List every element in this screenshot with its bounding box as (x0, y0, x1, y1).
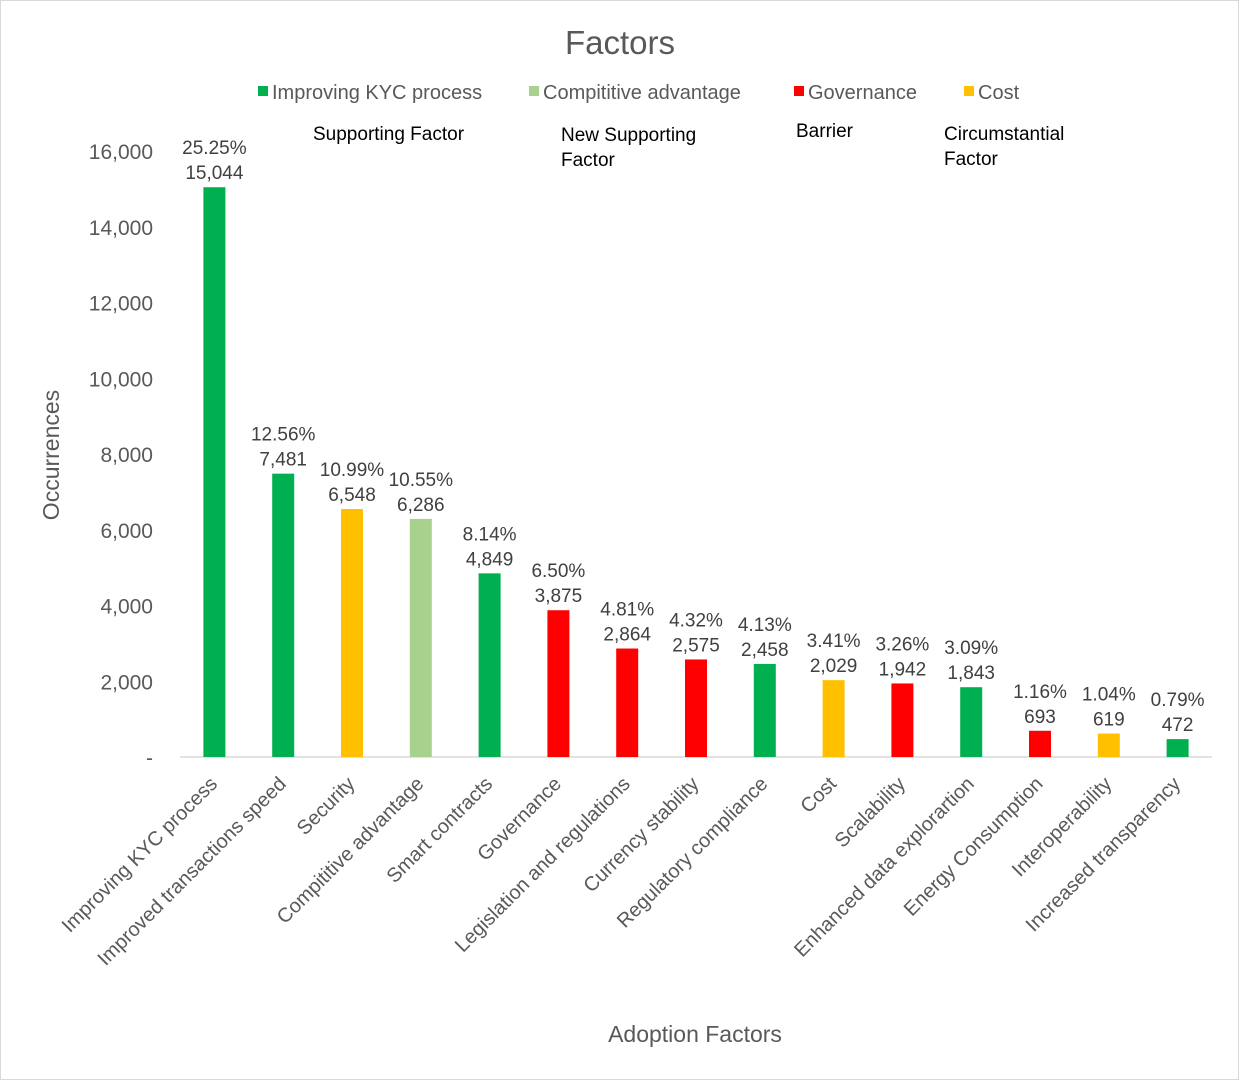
bar-value-label-12: 1,843 (947, 663, 995, 684)
legend-note-2-line-2: Factor (561, 150, 616, 171)
bar-1 (203, 187, 226, 757)
legend-label-1: Improving KYC process (272, 82, 482, 104)
bar-14 (1097, 733, 1120, 757)
bar-3 (341, 508, 363, 757)
y-tick-label-2: 2,000 (100, 671, 153, 694)
bar-value-label-9: 2,458 (741, 640, 789, 661)
bar-percent-label-5: 8.14% (463, 524, 517, 545)
y-tick-label-5: 8,000 (100, 444, 153, 467)
bar-value-label-8: 2,575 (672, 635, 720, 656)
bar-percent-label-11: 3.26% (875, 634, 929, 655)
chart-title: Factors (565, 24, 675, 61)
bar-value-label-3: 6,548 (328, 485, 376, 506)
x-tick-label-8: Currency stability (580, 773, 704, 897)
bar-11 (891, 683, 914, 757)
legend-note-4-line-1: Circumstantial (944, 124, 1064, 145)
y-tick-label-9: 16,000 (89, 141, 153, 164)
bar-percent-label-9: 4.13% (738, 615, 792, 636)
bar-5 (478, 573, 501, 757)
bar-percent-label-8: 4.32% (669, 610, 723, 631)
bar-10 (822, 680, 845, 757)
legend-swatch-2 (529, 86, 539, 96)
bar-value-label-13: 693 (1024, 707, 1056, 728)
legend-note-4-line-2: Factor (944, 149, 999, 170)
bar-percent-label-7: 4.81% (600, 600, 654, 621)
bar-9 (753, 663, 776, 757)
x-tick-label-13: Energy Consumption (900, 773, 1048, 921)
x-axis-title: Adoption Factors (608, 1021, 782, 1047)
bar-percent-label-12: 3.09% (944, 638, 998, 659)
legend-label-2: Compititive advantage (543, 82, 741, 104)
legend-label-4: Cost (978, 82, 1020, 104)
bar-percent-label-3: 10.99% (320, 460, 385, 481)
y-axis-title: Occurrences (38, 390, 64, 520)
x-tick-label-10: Cost (796, 773, 841, 818)
bar-percent-label-14: 1.04% (1082, 685, 1136, 706)
data-labels: 25.25% 15,044 12.56% 7,481 10.99% 6,548 10.55%… (182, 138, 1204, 736)
bar-value-label-2: 7,481 (259, 450, 307, 471)
bar-value-label-4: 6,286 (397, 495, 445, 516)
bar-percent-label-10: 3.41% (807, 631, 861, 652)
legend-note-2-line-1: New Supporting (561, 125, 696, 146)
bar-value-label-15: 472 (1162, 715, 1194, 736)
y-axis-ticks: - 2,000 4,000 6,000 8,000 10,000 12,000 14,000 1… (89, 141, 153, 770)
bar-value-label-7: 2,864 (603, 625, 651, 646)
bar-value-label-1: 15,044 (185, 163, 244, 184)
bar-15 (1166, 739, 1189, 757)
bar-percent-label-15: 0.79% (1151, 690, 1205, 711)
legend-notes: Supporting Factor New Supporting Factor Bar… (313, 121, 1064, 171)
y-tick-label-7: 12,000 (89, 293, 153, 316)
bar-value-label-14: 619 (1093, 710, 1125, 731)
legend-swatch-3 (794, 86, 804, 96)
bars (203, 187, 1189, 757)
bar-12 (960, 687, 983, 757)
bar-4 (409, 518, 432, 757)
bar-percent-label-4: 10.55% (389, 470, 454, 491)
bar-2 (272, 473, 295, 757)
bar-6 (547, 610, 570, 757)
y-tick-label-1: - (146, 747, 153, 770)
bar-value-label-11: 1,942 (879, 659, 927, 680)
bar-13 (1029, 730, 1051, 757)
bar-percent-label-6: 6.50% (531, 561, 585, 582)
legend-swatch-1 (258, 86, 268, 96)
bar-value-label-5: 4,849 (466, 549, 514, 570)
bar-value-label-6: 3,875 (535, 586, 583, 607)
bar-7 (616, 648, 639, 757)
y-tick-label-4: 6,000 (100, 520, 153, 543)
legend-label-3: Governance (808, 82, 917, 104)
bar-value-label-10: 2,029 (810, 656, 858, 677)
y-tick-label-6: 10,000 (89, 368, 153, 391)
x-tick-label-3: Security (293, 773, 360, 840)
legend: Improving KYC process Compititive advanta… (258, 82, 1020, 104)
legend-swatch-4 (964, 86, 974, 96)
y-tick-label-3: 4,000 (100, 596, 153, 619)
legend-note-3-line-1: Barrier (796, 121, 854, 142)
bar-percent-label-2: 12.56% (251, 425, 316, 446)
bar-percent-label-1: 25.25% (182, 138, 247, 159)
y-tick-label-8: 14,000 (89, 217, 153, 240)
bar-percent-label-13: 1.16% (1013, 682, 1067, 703)
bar-8 (685, 659, 707, 757)
legend-note-1-line-1: Supporting Factor (313, 124, 465, 145)
